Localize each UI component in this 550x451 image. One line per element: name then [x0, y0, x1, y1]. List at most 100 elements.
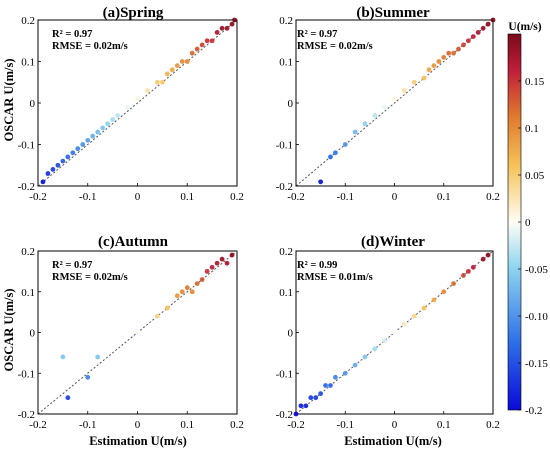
scatter-point — [189, 289, 195, 295]
y-tick-label: -0.1 — [276, 368, 293, 380]
scatter-point — [145, 88, 150, 93]
colorbar-tick-label: 0 — [525, 217, 531, 229]
scatter-point — [199, 42, 205, 48]
colorbar-tick-label: 0.05 — [525, 170, 545, 182]
one-to-one-line — [295, 250, 494, 415]
y-tick-label: 0.2 — [21, 246, 35, 258]
scatter-point — [342, 370, 348, 376]
scatter-point — [342, 142, 348, 147]
scatter-point — [179, 59, 185, 64]
scatter-point — [470, 34, 476, 39]
panel-spring: (a)Spring R² = 0.97 RMSE = 0.02m/s -0.2-… — [18, 5, 244, 203]
scatter-point — [110, 117, 116, 122]
scatter-point — [135, 96, 140, 102]
scatter-point — [75, 146, 81, 152]
scatter-point — [465, 38, 471, 44]
colorbar-tick-label: 0.15 — [525, 76, 545, 88]
scatter-point — [60, 158, 66, 164]
x-tick-label: -0.2 — [287, 419, 304, 431]
colorbar-tick-label: -0.2 — [525, 405, 542, 417]
y-tick-label: 0.1 — [21, 287, 35, 299]
x-axis-label-left: Estimation U(m/s) — [89, 434, 187, 448]
scatter-point — [421, 305, 427, 311]
scatter-point — [293, 411, 299, 417]
x-tick-label: -0.1 — [79, 191, 96, 203]
scatter-point — [100, 125, 106, 131]
colorbar-tick-label: 0.1 — [525, 123, 539, 135]
scatter-point — [421, 75, 427, 81]
scatter-point — [382, 104, 388, 110]
y-tick-label: 0.1 — [21, 57, 35, 69]
y-axis-label-top: OSCAR U(m/s) — [2, 59, 16, 142]
scatter-point — [65, 395, 71, 401]
colorbar-tick-label: -0.05 — [525, 264, 548, 276]
y-tick-label: 0 — [288, 328, 294, 340]
scatter-point — [392, 330, 397, 335]
scatter-point — [318, 179, 324, 185]
rmse-label: RMSE = 0.02m/s — [297, 41, 373, 52]
y-axis-label-bottom: OSCAR U(m/s) — [2, 289, 16, 372]
x-tick-label: 0.2 — [230, 191, 244, 203]
scatter-point — [189, 50, 195, 56]
y-tick-label: 0.1 — [279, 287, 293, 299]
panel-title: (a)Spring — [103, 5, 164, 21]
scatter-point — [382, 338, 388, 344]
scatter-point — [333, 374, 338, 380]
scatter-point — [229, 21, 235, 27]
scatter-point — [352, 362, 358, 368]
scatter-point — [328, 383, 333, 388]
scatter-point — [362, 354, 368, 360]
colorbar: U(m/s) 0.15 0.1 0.05 0 -0.05 -0.10 -0.15 -0.2 — [507, 21, 548, 417]
panel-winter: (d)Winter R² = 0.99 RMSE = 0.01m/s -0.2-… — [276, 234, 500, 431]
scatter-point — [328, 154, 333, 160]
scatter-point — [461, 42, 466, 48]
scatter-point — [85, 374, 91, 380]
scatter-point — [70, 150, 76, 156]
scatter-point — [155, 79, 160, 85]
x-tick-label: -0.1 — [337, 419, 354, 431]
scatter-point — [209, 264, 215, 270]
x-axis-label-right: Estimation U(m/s) — [344, 434, 442, 448]
scatter-point — [303, 403, 309, 409]
scatter-point — [155, 313, 160, 319]
r2-label: R² = 0.97 — [52, 260, 92, 271]
scatter-point — [451, 50, 456, 56]
scatter-point — [461, 273, 466, 278]
scatter-point — [219, 25, 225, 31]
scatter-point — [135, 330, 140, 335]
scatter-point — [465, 268, 471, 274]
x-tick-label: 0 — [392, 419, 398, 431]
scatter-point — [392, 96, 397, 102]
scatter-point — [65, 154, 71, 160]
scatter-point — [204, 268, 210, 274]
scatter-point — [95, 354, 101, 360]
panel-title: (d)Winter — [361, 234, 425, 250]
scatter-point — [485, 252, 491, 258]
scatter-point — [475, 30, 481, 35]
colorbar-tick-label: -0.15 — [525, 358, 548, 370]
one-to-one-line — [295, 19, 494, 187]
x-tick-label: 0.2 — [486, 191, 500, 203]
scatter-point — [214, 260, 220, 266]
scatter-point — [214, 30, 220, 35]
y-tick-label: 0 — [30, 98, 36, 110]
scatter-point — [224, 25, 230, 31]
x-tick-label: 0.2 — [230, 419, 244, 431]
rmse-label: RMSE = 0.02m/s — [52, 41, 128, 52]
scatter-point — [50, 167, 56, 172]
y-tick-label: 0.2 — [279, 246, 293, 258]
scatter-point — [115, 113, 120, 118]
y-tick-label: -0.2 — [18, 409, 35, 421]
scatter-point — [313, 395, 319, 401]
x-tick-label: 0.2 — [486, 419, 500, 431]
scatter-point — [229, 252, 235, 258]
x-tick-label: -0.1 — [337, 191, 354, 203]
scatter-point — [164, 71, 170, 77]
x-tick-label: -0.1 — [79, 419, 96, 431]
y-tick-label: -0.2 — [18, 181, 35, 193]
scatter-point — [480, 25, 486, 31]
scatter-point — [411, 313, 417, 319]
rmse-label: RMSE = 0.02m/s — [52, 272, 128, 283]
one-to-one-line — [37, 19, 238, 187]
scatter-point — [164, 305, 170, 311]
